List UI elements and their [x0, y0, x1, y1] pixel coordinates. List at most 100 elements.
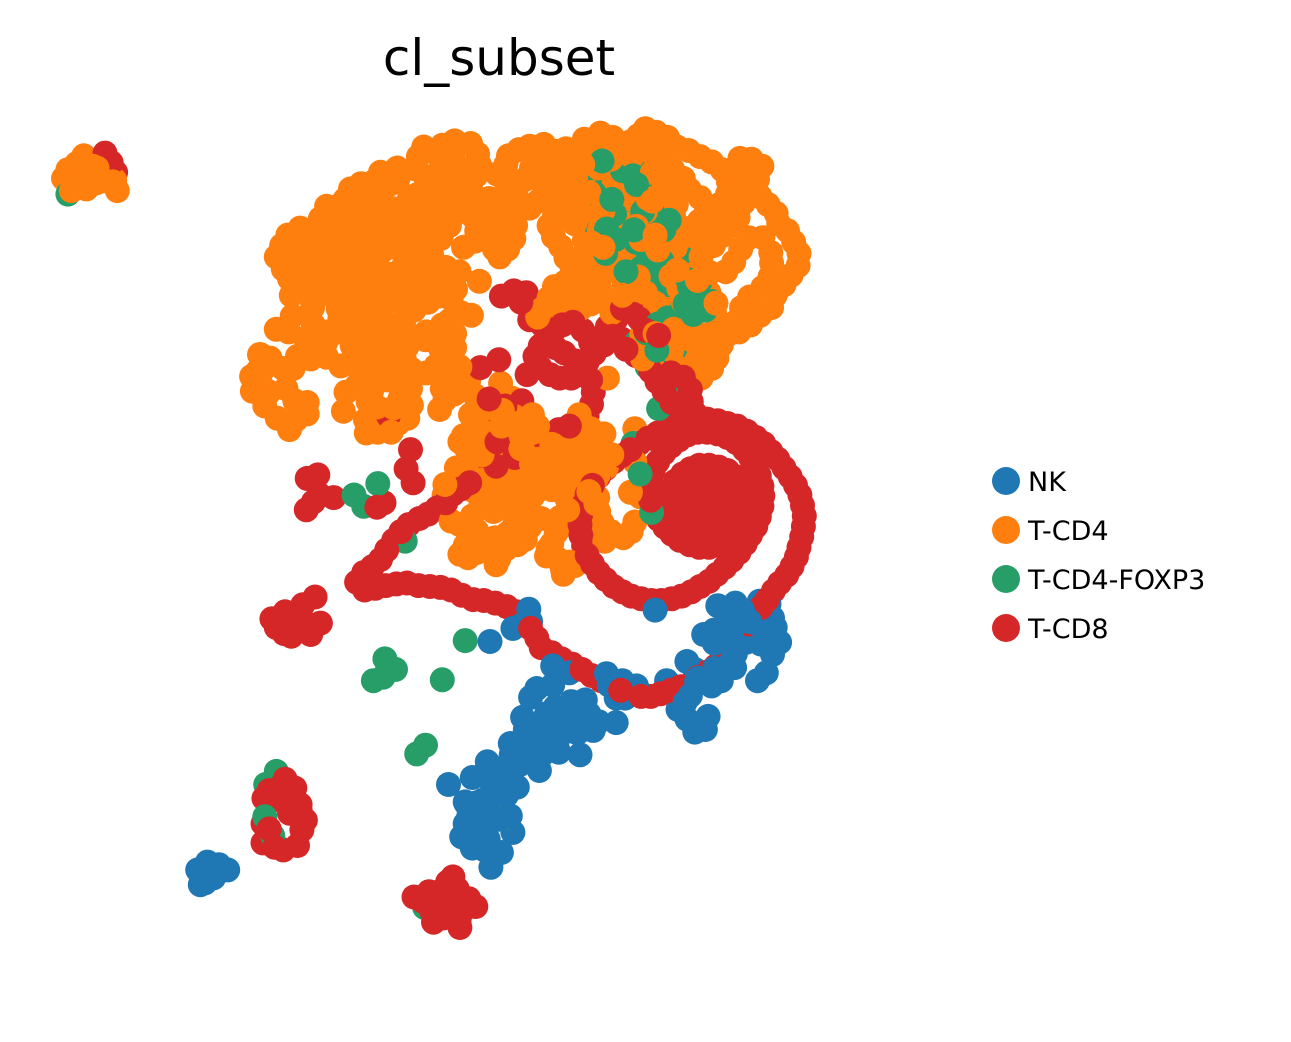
data-point-t-cd4: [488, 413, 514, 439]
data-point-t-cd4: [639, 188, 665, 214]
data-point-t-cd8: [600, 323, 626, 349]
data-point-t-cd4: [333, 379, 359, 405]
data-point-t-cd4: [642, 222, 668, 248]
data-point-t-cd8: [746, 463, 772, 489]
data-point-t-cd4-foxp3: [672, 291, 698, 317]
data-point-t-cd4: [576, 479, 602, 504]
data-point-t-cd8: [771, 455, 797, 481]
data-point-nk: [580, 717, 606, 743]
data-point-t-cd4: [759, 250, 785, 276]
data-point-t-cd4: [542, 138, 568, 164]
data-point-t-cd4: [426, 283, 452, 309]
data-point-t-cd8: [783, 544, 809, 570]
data-point-t-cd4: [277, 417, 302, 443]
data-point-t-cd4-foxp3: [624, 172, 649, 197]
data-point-t-cd4: [713, 259, 739, 285]
data-point-t-cd8: [646, 322, 672, 348]
data-point-t-cd4: [366, 190, 392, 216]
data-point-t-cd4: [100, 169, 126, 195]
data-point-nk: [540, 653, 566, 679]
data-point-t-cd8: [406, 506, 432, 531]
data-point-t-cd8: [677, 515, 702, 541]
data-point-t-cd8: [463, 894, 489, 919]
points-layer: [51, 116, 817, 940]
data-point-t-cd8: [307, 610, 333, 636]
data-point-t-cd4: [553, 245, 579, 271]
data-point-t-cd4: [579, 230, 604, 256]
data-point-t-cd8: [417, 574, 443, 599]
data-point-t-cd4: [378, 419, 404, 445]
data-point-t-cd4: [686, 208, 712, 234]
data-point-t-cd4-foxp3: [365, 471, 391, 497]
data-point-t-cd8: [306, 481, 332, 507]
data-point-t-cd8: [457, 470, 483, 496]
data-point-t-cd8: [388, 519, 414, 545]
data-point-t-cd4: [592, 528, 618, 554]
data-point-t-cd4: [699, 149, 725, 175]
data-point-t-cd4: [429, 132, 455, 158]
data-point-t-cd4: [464, 540, 490, 565]
legend-item-t-cd8: T-CD8: [992, 614, 1109, 645]
legend-item-nk: NK: [992, 467, 1067, 498]
data-point-t-cd4-foxp3: [372, 646, 398, 672]
chart-title: cl_subset: [383, 29, 615, 87]
data-point-t-cd4: [750, 274, 776, 300]
data-point-nk: [512, 738, 538, 764]
data-point-t-cd8: [394, 570, 420, 596]
data-point-t-cd4-foxp3: [341, 482, 367, 508]
data-point-t-cd4: [282, 388, 308, 414]
data-point-t-cd8: [645, 420, 671, 446]
data-point-nk: [477, 629, 503, 654]
data-point-t-cd8: [272, 766, 298, 792]
data-point-t-cd4: [632, 280, 658, 306]
data-point-t-cd4: [570, 152, 596, 177]
data-point-t-cd4: [343, 266, 369, 292]
data-point-t-cd8: [569, 656, 595, 682]
data-point-t-cd4: [278, 282, 304, 308]
data-point-t-cd8: [706, 533, 732, 558]
data-point-t-cd4-foxp3: [599, 186, 625, 212]
data-point-nk: [453, 791, 479, 817]
data-point-t-cd4: [496, 143, 521, 169]
data-point-t-cd4: [484, 161, 510, 187]
data-point-t-cd8: [518, 615, 544, 641]
data-point-t-cd8: [751, 431, 777, 456]
data-point-t-cd4-foxp3: [589, 148, 615, 174]
data-point-t-cd8: [707, 495, 732, 521]
data-point-t-cd8: [697, 467, 723, 493]
legend-marker-t-cd4-foxp3: [992, 565, 1020, 593]
data-point-t-cd8: [628, 683, 654, 709]
data-point-nk: [206, 852, 232, 878]
data-point-nk: [672, 690, 698, 715]
data-point-t-cd8: [259, 606, 285, 632]
data-point-t-cd8: [401, 884, 427, 910]
data-point-t-cd4: [677, 177, 702, 203]
data-point-nk: [564, 696, 589, 722]
data-point-t-cd4: [487, 244, 513, 270]
data-point-t-cd4: [576, 263, 602, 289]
data-point-t-cd4: [589, 510, 615, 536]
data-point-t-cd4: [493, 536, 519, 562]
data-point-t-cd4: [740, 179, 766, 205]
data-point-t-cd8: [537, 362, 563, 388]
data-point-t-cd4: [292, 254, 318, 279]
data-point-t-cd4: [360, 311, 385, 337]
data-point-t-cd4: [442, 321, 468, 347]
data-point-t-cd4: [467, 494, 493, 520]
data-point-t-cd8: [601, 574, 627, 599]
data-point-t-cd4: [329, 285, 355, 311]
data-point-t-cd8: [482, 590, 508, 616]
data-point-t-cd4: [462, 228, 488, 254]
data-point-t-cd4: [609, 282, 635, 308]
data-point-t-cd4: [726, 319, 752, 345]
data-point-t-cd4: [632, 116, 658, 142]
data-point-t-cd4: [276, 319, 302, 345]
data-point-nk: [497, 803, 523, 829]
data-point-t-cd8: [400, 470, 426, 496]
legend-marker-nk: [992, 467, 1020, 495]
data-point-t-cd4: [574, 438, 600, 464]
data-point-t-cd8: [352, 577, 378, 603]
data-point-t-cd4: [427, 363, 453, 388]
data-point-t-cd4: [618, 519, 644, 545]
data-point-t-cd8: [568, 522, 594, 548]
